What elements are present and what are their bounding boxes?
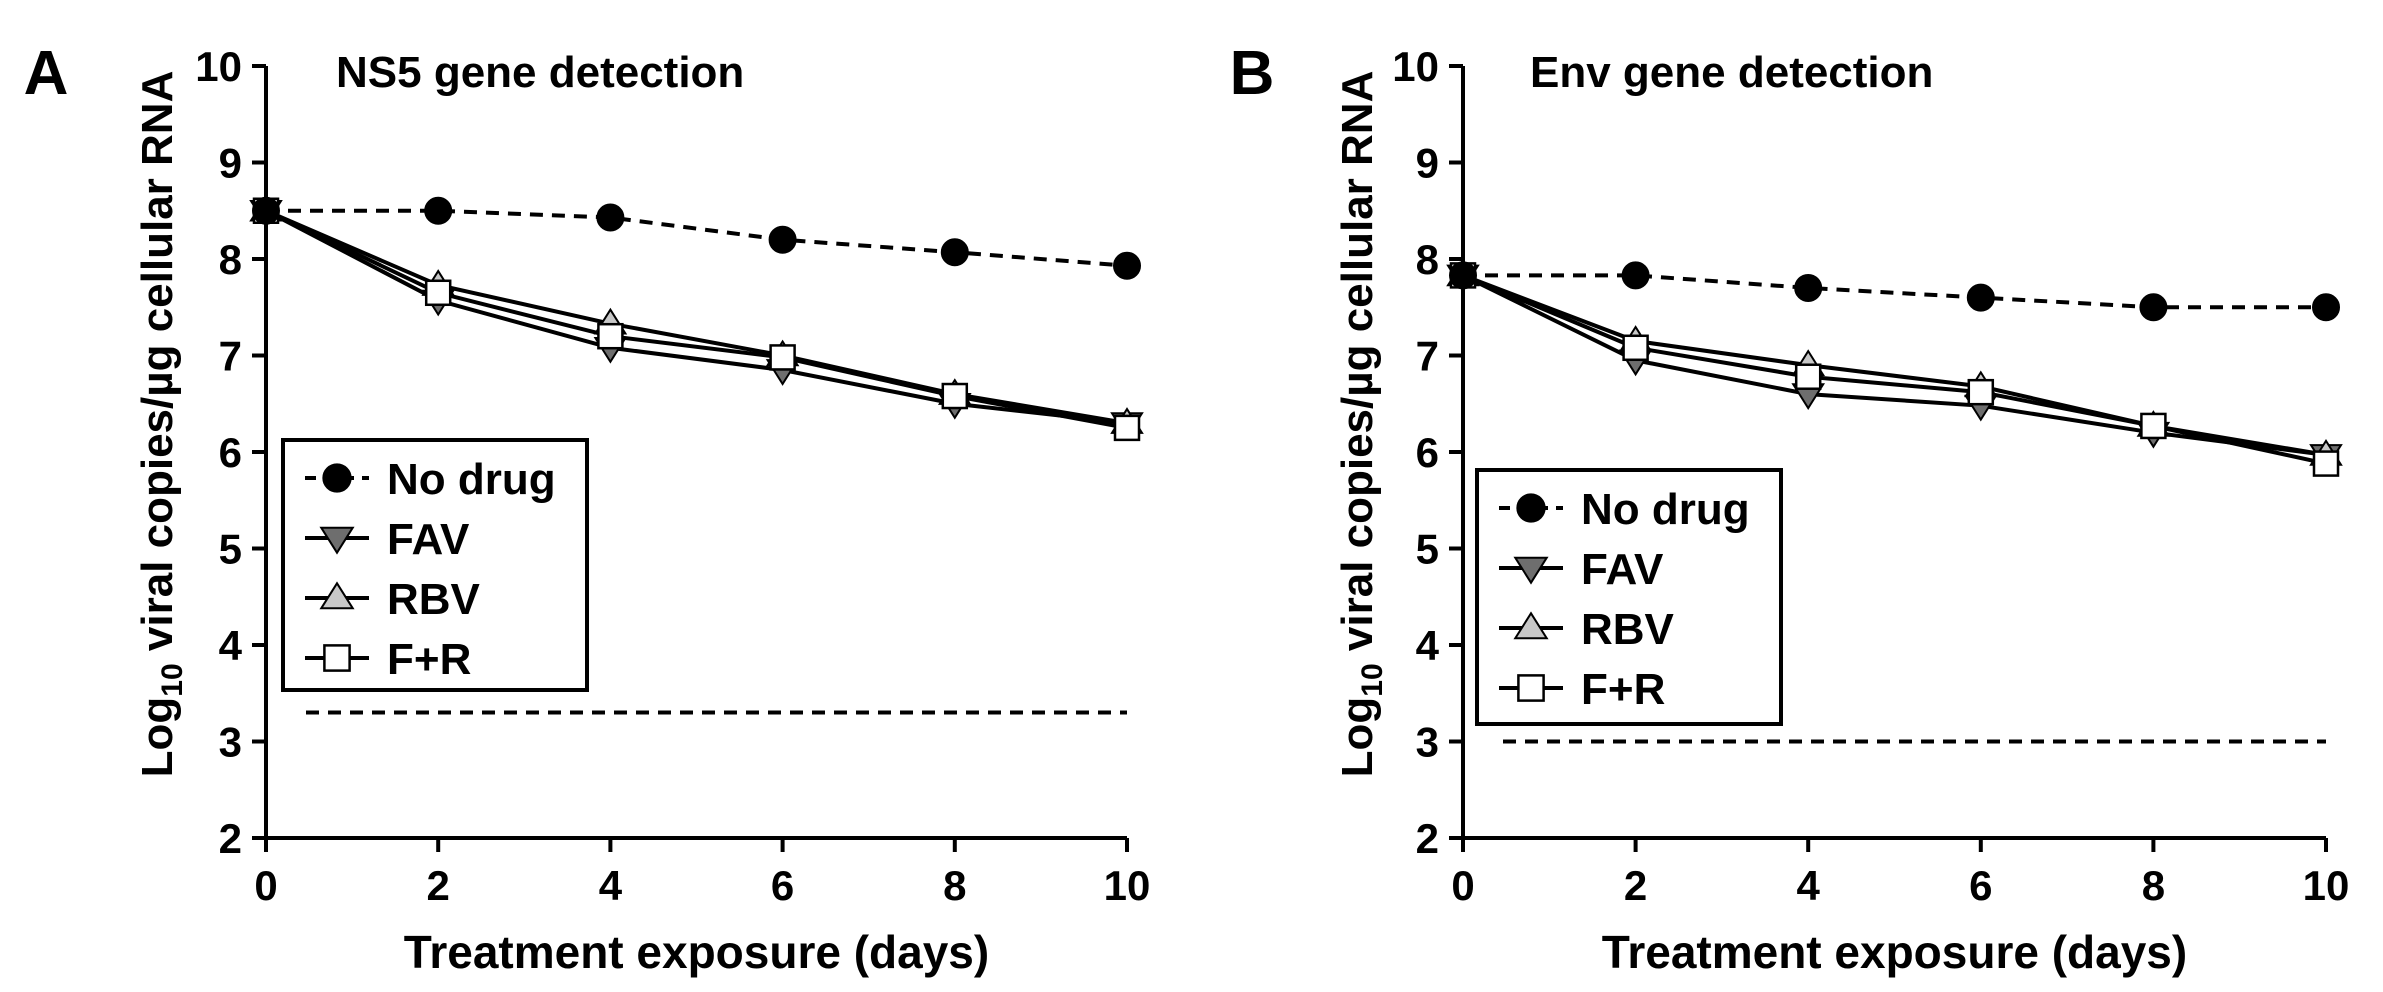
y-tick-label: 10 [195,43,242,90]
legend-label-fav: FAV [387,515,470,564]
x-axis-label: Treatment exposure (days) [1602,926,2187,978]
data-point-no-drug [2312,293,2340,322]
data-point-no-drug [252,196,280,225]
chart-title: Env gene detection [1530,48,1933,97]
data-point-no-drug [1966,283,1995,312]
data-point-no-drug [424,196,453,225]
series-line-f-r [1462,273,2327,466]
y-axis-label: Log10 viral copies/µg cellular RNA [1333,71,1389,778]
y-axis-label-subscript: 10 [156,663,189,696]
series-line-no-drug [1463,273,2326,310]
y-axis-label-prefix: Log [133,697,182,778]
y-tick-label: 7 [219,333,242,380]
series-line-no-drug [266,208,1128,268]
data-point-no-drug [596,203,625,232]
data-point-f-r [769,344,796,371]
legend-marker-fav [1513,556,1549,585]
y-tick-label: 6 [219,429,242,476]
y-tick-label: 4 [1416,622,1440,669]
data-point-no-drug [768,225,797,254]
x-tick-label: 6 [1969,862,1992,909]
x-tick-label: 8 [2142,862,2165,909]
y-tick-label: 3 [219,719,242,766]
legend-marker-rbv [1513,611,1549,640]
legend-label-fav: FAV [1581,545,1664,594]
x-tick-label: 8 [943,862,966,909]
y-tick-label: 9 [1416,140,1439,187]
y-tick-label: 5 [1416,526,1439,573]
x-tick-label: 10 [2303,862,2350,909]
series-line-fav [265,208,1128,426]
legend-marker-fav [319,526,355,555]
data-point-f-r [941,382,969,410]
data-point-f-r [424,279,452,307]
panel-label: A [24,39,69,108]
legend-label-f-r: F+R [1581,665,1665,714]
legend-label-no-drug: No drug [1581,485,1750,534]
x-tick-label: 0 [254,862,277,909]
legend-marker-no-drug [322,463,352,493]
y-tick-label: 5 [219,526,242,573]
legend-label-no-drug: No drug [387,455,556,504]
x-tick-label: 4 [599,862,623,909]
y-axis-label-prefix: Log [1333,697,1382,778]
y-tick-label: 6 [1416,429,1439,476]
y-tick-label: 2 [1416,815,1439,862]
data-point-f-r [1622,334,1649,362]
data-point-f-r [2312,450,2340,477]
data-point-f-r [2140,412,2167,440]
x-tick-label: 2 [427,862,450,909]
data-point-f-r [1967,378,1995,406]
data-point-no-drug [1794,273,1823,302]
series-line-f-r [265,208,1128,430]
y-tick-label: 10 [1392,43,1439,90]
data-point-no-drug [1113,251,1141,280]
y-axis-label-suffix: viral copies/µg cellular RNA [1333,71,1382,664]
chart-title: NS5 gene detection [336,48,744,97]
legend-label-f-r: F+R [387,635,471,684]
y-tick-label: 7 [1416,333,1439,380]
x-tick-label: 0 [1451,862,1474,909]
x-tick-label: 10 [1104,862,1151,909]
data-point-no-drug [2139,293,2168,322]
y-tick-label: 9 [219,140,242,187]
y-axis-label-subscript: 10 [1356,663,1389,696]
y-tick-label: 8 [219,236,242,283]
series-line-rbv [1462,273,2327,457]
legend-label-rbv: RBV [387,575,481,624]
series-line-rbv [265,208,1128,426]
data-point-f-r [597,322,624,350]
y-axis-label-suffix: viral copies/µg cellular RNA [133,71,182,664]
data-point-no-drug [1449,261,1477,290]
data-point-no-drug [940,238,969,267]
y-axis-label: Log10 viral copies/µg cellular RNA [133,71,189,778]
data-point-f-r [1113,414,1141,442]
panel-label: B [1230,39,1275,108]
legend-label-rbv: RBV [1581,605,1675,654]
series-line-fav [1462,273,2327,457]
legend-marker-no-drug [1516,493,1546,523]
data-point-no-drug [1621,261,1650,290]
x-tick-label: 2 [1624,862,1647,909]
y-tick-label: 8 [1416,236,1439,283]
legend-marker-rbv [319,581,355,610]
y-tick-label: 3 [1416,719,1439,766]
y-tick-label: 2 [219,815,242,862]
legend-marker-f-r [323,644,351,672]
x-axis-label: Treatment exposure (days) [404,926,989,978]
data-point-f-r [1794,363,1822,390]
x-tick-label: 6 [771,862,794,909]
y-tick-label: 4 [219,622,243,669]
legend-marker-f-r [1517,674,1545,702]
x-tick-label: 4 [1797,862,1821,909]
